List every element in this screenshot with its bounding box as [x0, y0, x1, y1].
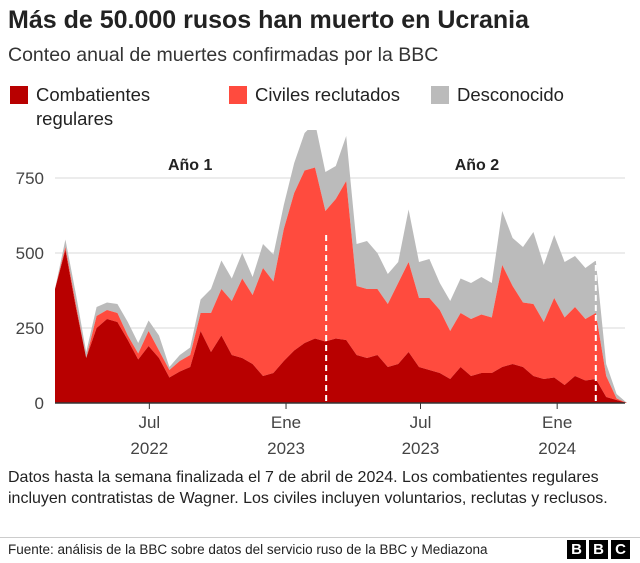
footer-divider — [0, 537, 640, 538]
legend-swatch-regular — [10, 86, 28, 104]
legend-label-regular: Combatientes regulares — [36, 84, 151, 129]
x-tick-year: 2024 — [538, 439, 576, 458]
year-label: Año 1 — [168, 157, 213, 174]
x-tick-year: 2022 — [130, 439, 168, 458]
legend-label-civil: Civiles reclutados — [255, 84, 400, 105]
bbc-logo: B B C — [567, 540, 630, 559]
year-label: Año 2 — [455, 157, 500, 174]
legend-label-unknown: Desconocido — [457, 84, 564, 105]
bbc-logo-b2: B — [589, 540, 608, 559]
bbc-logo-c: C — [611, 540, 630, 559]
chart-subtitle: Conteo anual de muertes confirmadas por … — [8, 44, 439, 66]
area-civil — [55, 167, 627, 403]
legend-swatch-civil — [229, 86, 247, 104]
stacked-area-chart: 0 250 500 750 Año 1 Año 2 Jul 2022 Ene 2023 Jul 202… — [16, 130, 627, 458]
x-tick-label: Ene — [542, 413, 572, 432]
x-tick-label: Jul — [138, 413, 160, 432]
x-tick-year: 2023 — [267, 439, 305, 458]
x-tick-label: Ene — [271, 413, 301, 432]
y-tick-label: 500 — [16, 244, 44, 263]
y-tick-label: 250 — [16, 319, 44, 338]
x-tick-label: Jul — [410, 413, 432, 432]
chart-note: Datos hasta la semana finalizada el 7 de… — [8, 469, 608, 507]
area-unknown — [55, 130, 627, 403]
chart-title: Más de 50.000 rusos han muerto en Ucrani… — [8, 6, 530, 34]
y-tick-label: 0 — [35, 394, 44, 413]
bbc-logo-b1: B — [567, 540, 586, 559]
y-tick-label: 750 — [16, 169, 44, 188]
source-text: Fuente: análisis de la BBC sobre datos d… — [8, 542, 488, 557]
x-tick-year: 2023 — [402, 439, 440, 458]
legend-swatch-unknown — [431, 86, 449, 104]
area-regular — [55, 250, 627, 403]
